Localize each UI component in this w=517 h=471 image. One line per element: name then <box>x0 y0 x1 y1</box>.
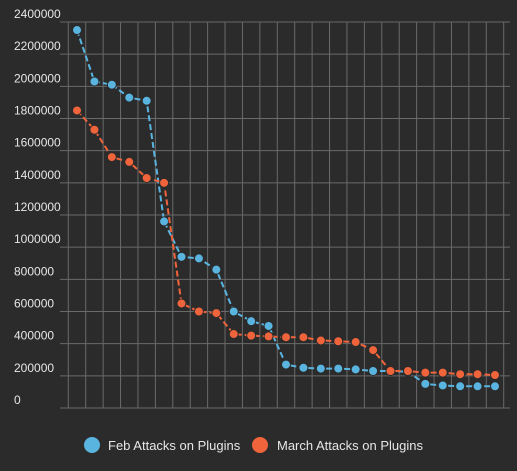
data-point <box>281 332 291 343</box>
y-tick-label: 2200000 <box>14 39 61 53</box>
data-point <box>263 320 274 331</box>
data-point <box>281 359 291 370</box>
data-point <box>385 366 396 377</box>
y-tick-label: 600000 <box>14 297 54 311</box>
grid <box>60 21 510 409</box>
data-point <box>246 330 257 341</box>
data-point <box>472 369 483 380</box>
legend-label: March Attacks on Plugins <box>277 438 423 453</box>
y-axis-ticks: 0 200000 400000 600000 800000 1000000 1200000 1… <box>14 7 61 407</box>
y-tick-label: 1600000 <box>14 136 61 150</box>
y-tick-label: 800000 <box>14 264 54 278</box>
data-point <box>106 152 117 163</box>
data-point <box>333 336 344 347</box>
data-point <box>368 345 379 356</box>
y-tick-label: 400000 <box>14 329 54 343</box>
data-point <box>159 177 170 188</box>
data-point <box>89 76 100 87</box>
data-point <box>298 362 309 373</box>
data-point <box>176 251 187 262</box>
y-tick-label: 0 <box>14 393 21 407</box>
y-tick-label: 200000 <box>14 361 54 375</box>
y-tick-label: 2000000 <box>14 71 61 85</box>
data-point <box>246 316 257 327</box>
data-point <box>490 370 500 381</box>
data-point <box>420 378 431 389</box>
data-point <box>455 381 466 392</box>
data-point <box>350 337 361 348</box>
y-tick-label: 1800000 <box>14 104 61 118</box>
data-point <box>490 381 500 392</box>
legend-label: Feb Attacks on Plugins <box>108 438 241 453</box>
data-point <box>193 306 204 317</box>
data-point <box>124 156 135 167</box>
data-point <box>141 95 152 106</box>
data-point <box>72 25 82 36</box>
y-tick-label: 1000000 <box>14 232 61 246</box>
data-point <box>176 298 187 309</box>
data-point <box>124 92 135 103</box>
data-point <box>106 79 117 90</box>
data-point <box>228 306 239 317</box>
data-point <box>333 363 344 374</box>
data-point <box>193 253 204 264</box>
data-point <box>89 124 100 135</box>
legend: Feb Attacks on Plugins March Attacks on P… <box>84 437 423 453</box>
data-point <box>141 173 152 184</box>
data-point <box>228 329 239 340</box>
data-point <box>368 366 379 377</box>
data-point <box>298 332 309 343</box>
data-point <box>437 380 448 391</box>
data-point <box>211 264 222 275</box>
data-point <box>472 381 483 392</box>
y-tick-label: 2400000 <box>14 7 61 21</box>
data-point <box>402 366 413 377</box>
series-lines <box>72 25 500 392</box>
data-point <box>315 363 326 374</box>
data-point <box>211 308 222 319</box>
data-point <box>420 367 431 378</box>
legend-item: Feb Attacks on Plugins <box>84 437 241 453</box>
data-point <box>159 216 170 227</box>
legend-swatch <box>84 437 100 453</box>
data-point <box>72 105 82 116</box>
legend-swatch <box>252 437 268 453</box>
y-tick-label: 1400000 <box>14 168 61 182</box>
data-point <box>263 331 274 342</box>
data-point <box>315 335 326 346</box>
series-march <box>72 105 500 381</box>
data-point <box>455 369 466 380</box>
y-tick-label: 1200000 <box>14 200 61 214</box>
legend-item: March Attacks on Plugins <box>252 437 423 453</box>
data-point <box>437 367 448 378</box>
data-point <box>350 364 361 375</box>
